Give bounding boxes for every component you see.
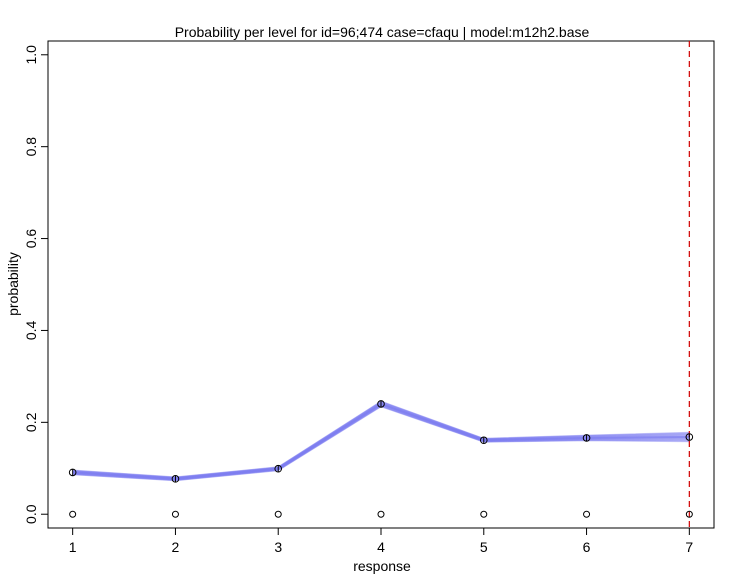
x-axis-label: response xyxy=(353,558,411,574)
zero-point xyxy=(377,510,385,518)
y-axis-label: probability xyxy=(5,252,21,316)
zero-point xyxy=(480,510,488,518)
plot-frame xyxy=(47,40,715,529)
prediction-band-line xyxy=(72,405,690,482)
prediction-band-line xyxy=(72,404,690,481)
prediction-mean-line xyxy=(72,402,690,480)
prediction-band-line xyxy=(72,405,690,481)
chart-title: Probability per level for id=96;474 case… xyxy=(175,24,590,40)
prediction-band-line xyxy=(72,405,690,481)
x-tick-label: 4 xyxy=(377,539,385,555)
y-tick-label: 0.2 xyxy=(23,412,39,432)
points-group xyxy=(68,400,694,518)
prediction-band-line xyxy=(72,403,690,480)
y-tick-label: 0.4 xyxy=(23,321,39,341)
x-tick-label: 7 xyxy=(685,539,693,555)
x-tick-label: 3 xyxy=(274,539,282,555)
y-axis: 0.0 0.2 0.4 0.6 0.8 1.0 xyxy=(23,45,49,524)
y-tick-label: 0.6 xyxy=(23,229,39,249)
zero-point xyxy=(171,510,179,518)
x-axis: 1 2 3 4 5 6 7 xyxy=(69,527,693,555)
prediction-band-line xyxy=(72,403,690,480)
zero-point xyxy=(583,510,591,518)
prediction-band-line xyxy=(72,404,690,481)
y-tick-label: 0.8 xyxy=(23,137,39,157)
prediction-band-line xyxy=(72,404,690,480)
zero-point xyxy=(685,510,693,518)
y-tick-label: 0.0 xyxy=(23,504,39,524)
zero-point xyxy=(274,510,282,518)
x-tick-label: 5 xyxy=(480,539,488,555)
prediction-band-line xyxy=(72,406,690,482)
prediction-band-group xyxy=(72,400,690,482)
prediction-band-line xyxy=(72,405,690,481)
x-tick-label: 2 xyxy=(172,539,180,555)
x-tick-label: 1 xyxy=(69,539,77,555)
x-tick-label: 6 xyxy=(583,539,591,555)
prediction-band-line xyxy=(72,403,690,480)
zero-point xyxy=(69,510,77,518)
y-tick-label: 1.0 xyxy=(23,45,39,65)
